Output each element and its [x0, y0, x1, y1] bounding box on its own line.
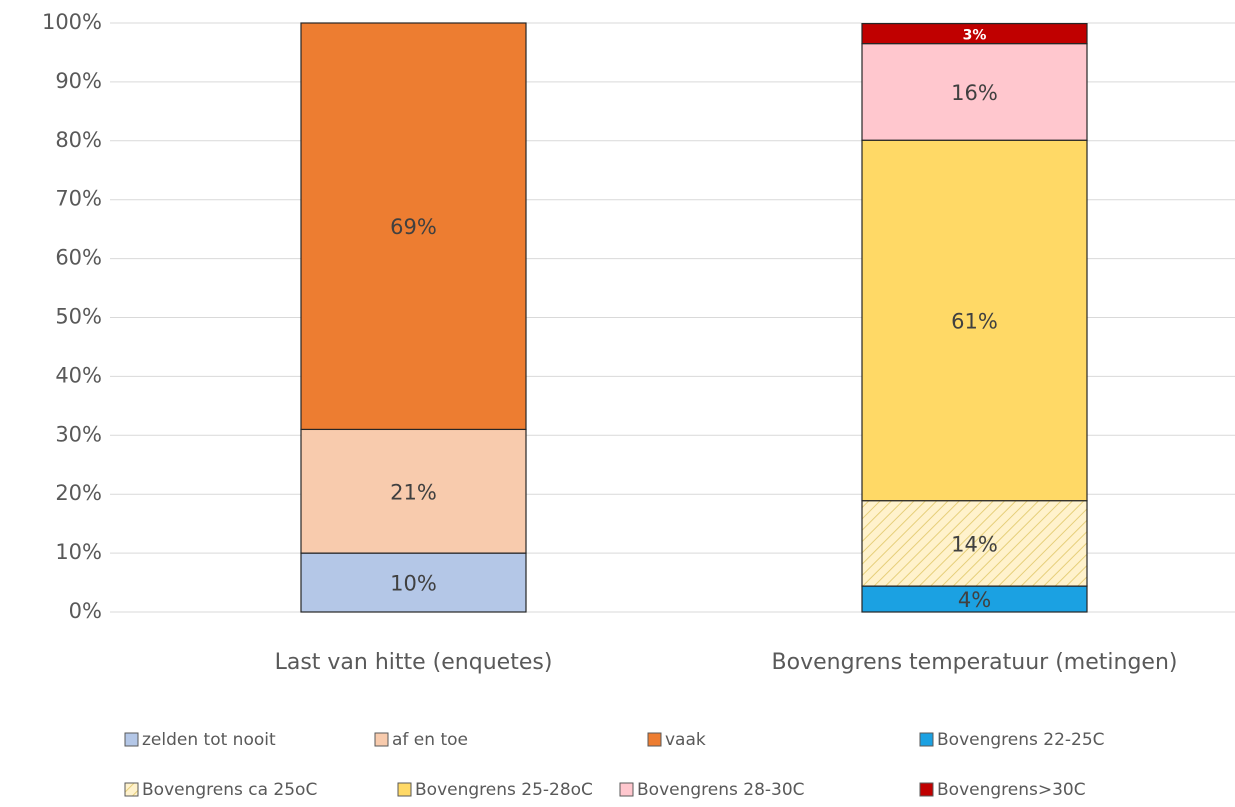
legend-swatch	[124, 782, 139, 797]
y-tick-label: 20%	[55, 481, 102, 505]
legend-swatch	[124, 732, 139, 747]
data-label: 10%	[390, 572, 437, 596]
legend-label: zelden tot nooit	[142, 730, 276, 750]
legend-swatch	[619, 782, 634, 797]
x-tick-label: Last van hitte (enquetes)	[275, 650, 553, 675]
bar-segment	[300, 552, 527, 613]
legend-swatch	[397, 782, 412, 797]
legend-swatch	[647, 732, 662, 747]
legend-label: vaak	[665, 730, 706, 750]
legend-label: Bovengrens 22-25C	[937, 730, 1105, 750]
legend-swatch	[919, 782, 934, 797]
y-tick-label: 70%	[55, 187, 102, 211]
data-label: 21%	[390, 480, 437, 504]
bar-segment	[861, 139, 1088, 502]
y-tick-label: 50%	[55, 305, 102, 329]
data-label: 4%	[958, 588, 991, 612]
legend-swatch	[374, 732, 389, 747]
bar-segment	[861, 585, 1088, 613]
legend-swatch	[919, 732, 934, 747]
y-tick-label: 100%	[42, 10, 102, 34]
data-label: 14%	[951, 532, 998, 556]
y-tick-label: 60%	[55, 246, 102, 270]
y-tick-label: 10%	[55, 540, 102, 564]
y-tick-label: 0%	[69, 599, 102, 623]
y-tick-label: 30%	[55, 422, 102, 446]
x-tick-label: Bovengrens temperatuur (metingen)	[772, 650, 1178, 675]
data-label: 16%	[951, 81, 998, 105]
legend-label: af en toe	[392, 730, 468, 750]
data-label: 69%	[390, 215, 437, 239]
y-tick-label: 40%	[55, 363, 102, 387]
bar-segment	[861, 43, 1088, 141]
legend-label: Bovengrens 25-28oC	[415, 780, 593, 800]
y-tick-label: 80%	[55, 128, 102, 152]
bar-segment	[861, 500, 1088, 587]
bar-segment	[861, 22, 1088, 45]
legend-label: Bovengrens 28-30C	[637, 780, 805, 800]
bar-segment	[300, 428, 527, 554]
data-label: 3%	[963, 28, 987, 44]
bar-segment	[300, 22, 527, 431]
y-tick-label: 90%	[55, 69, 102, 93]
legend-label: Bovengrens>30C	[937, 780, 1086, 800]
legend-label: Bovengrens ca 25oC	[142, 780, 317, 800]
data-label: 61%	[951, 309, 998, 333]
